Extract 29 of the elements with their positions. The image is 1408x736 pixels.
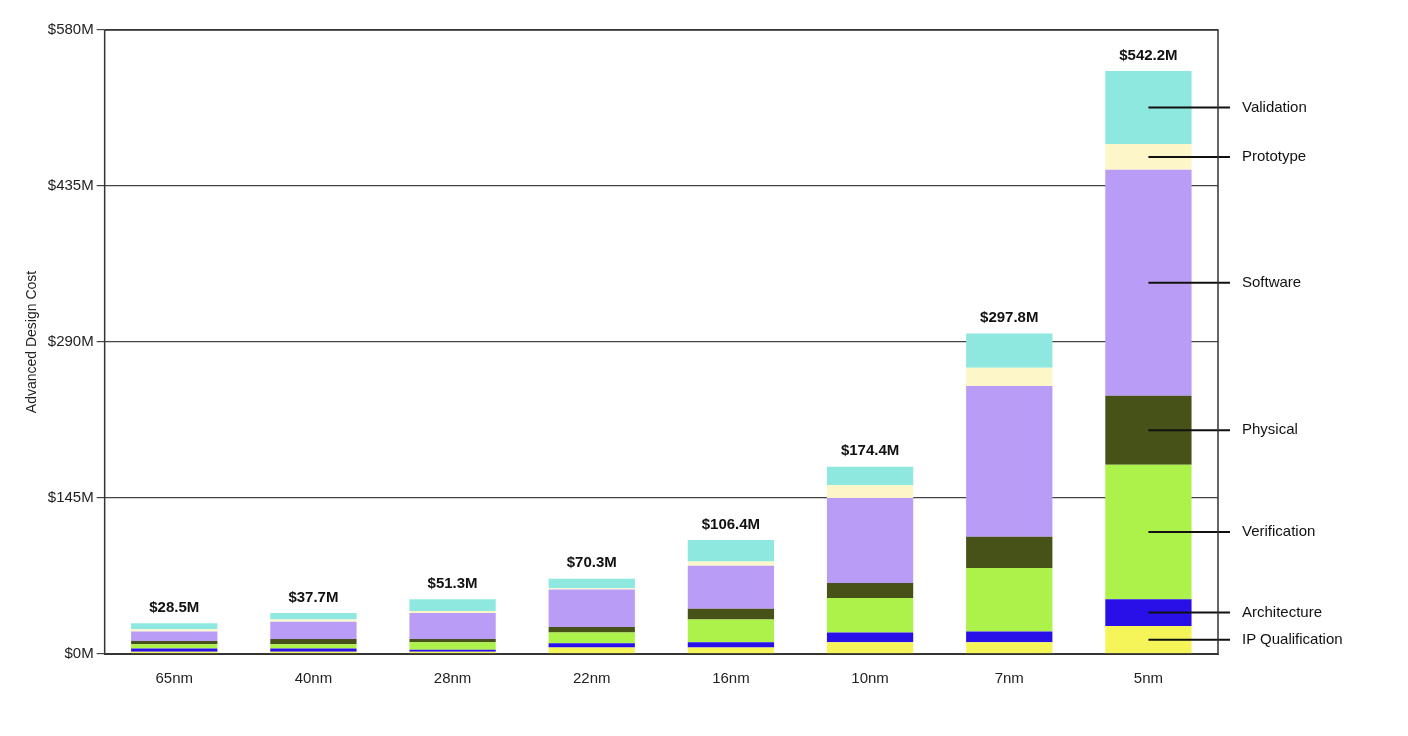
total-label: $297.8M xyxy=(980,308,1039,326)
text: Software xyxy=(1242,272,1302,290)
y-tick-label: $0M xyxy=(64,644,94,662)
text: Prototype xyxy=(1242,147,1307,165)
x-tick-label: 7nm xyxy=(994,669,1024,687)
x-tick-label: 10nm xyxy=(851,669,889,687)
total-label: $37.7M xyxy=(288,587,339,605)
x-tick-label: 16nm xyxy=(712,669,750,687)
x-tick-label: 65nm xyxy=(155,669,194,687)
y-tick-label: $580M xyxy=(47,20,94,38)
y-tick-label: $435M xyxy=(47,176,94,194)
text: IP Qualification xyxy=(1242,629,1343,647)
x-tick-label: 28nm xyxy=(433,669,472,687)
x-tick-label: 5nm xyxy=(1133,669,1164,687)
total-label: $106.4M xyxy=(701,514,761,532)
text: Architecture xyxy=(1242,602,1323,620)
x-tick-label: 40nm xyxy=(294,669,333,687)
text: Verification xyxy=(1242,522,1316,540)
text: Validation xyxy=(1242,97,1307,115)
x-tick-label: 22nm xyxy=(572,669,611,687)
total-label: $28.5M xyxy=(149,597,200,615)
y-tick-label: $145M xyxy=(47,488,94,506)
total-label: $542.2M xyxy=(1119,45,1178,63)
y-tick-label: $290M xyxy=(47,332,94,350)
y-axis-title: Advanced Design Cost xyxy=(23,270,40,414)
total-label: $70.3M xyxy=(566,553,617,571)
text: Physical xyxy=(1242,420,1298,438)
total-label: $51.3M xyxy=(427,573,478,591)
total-label: $174.4M xyxy=(840,441,900,459)
